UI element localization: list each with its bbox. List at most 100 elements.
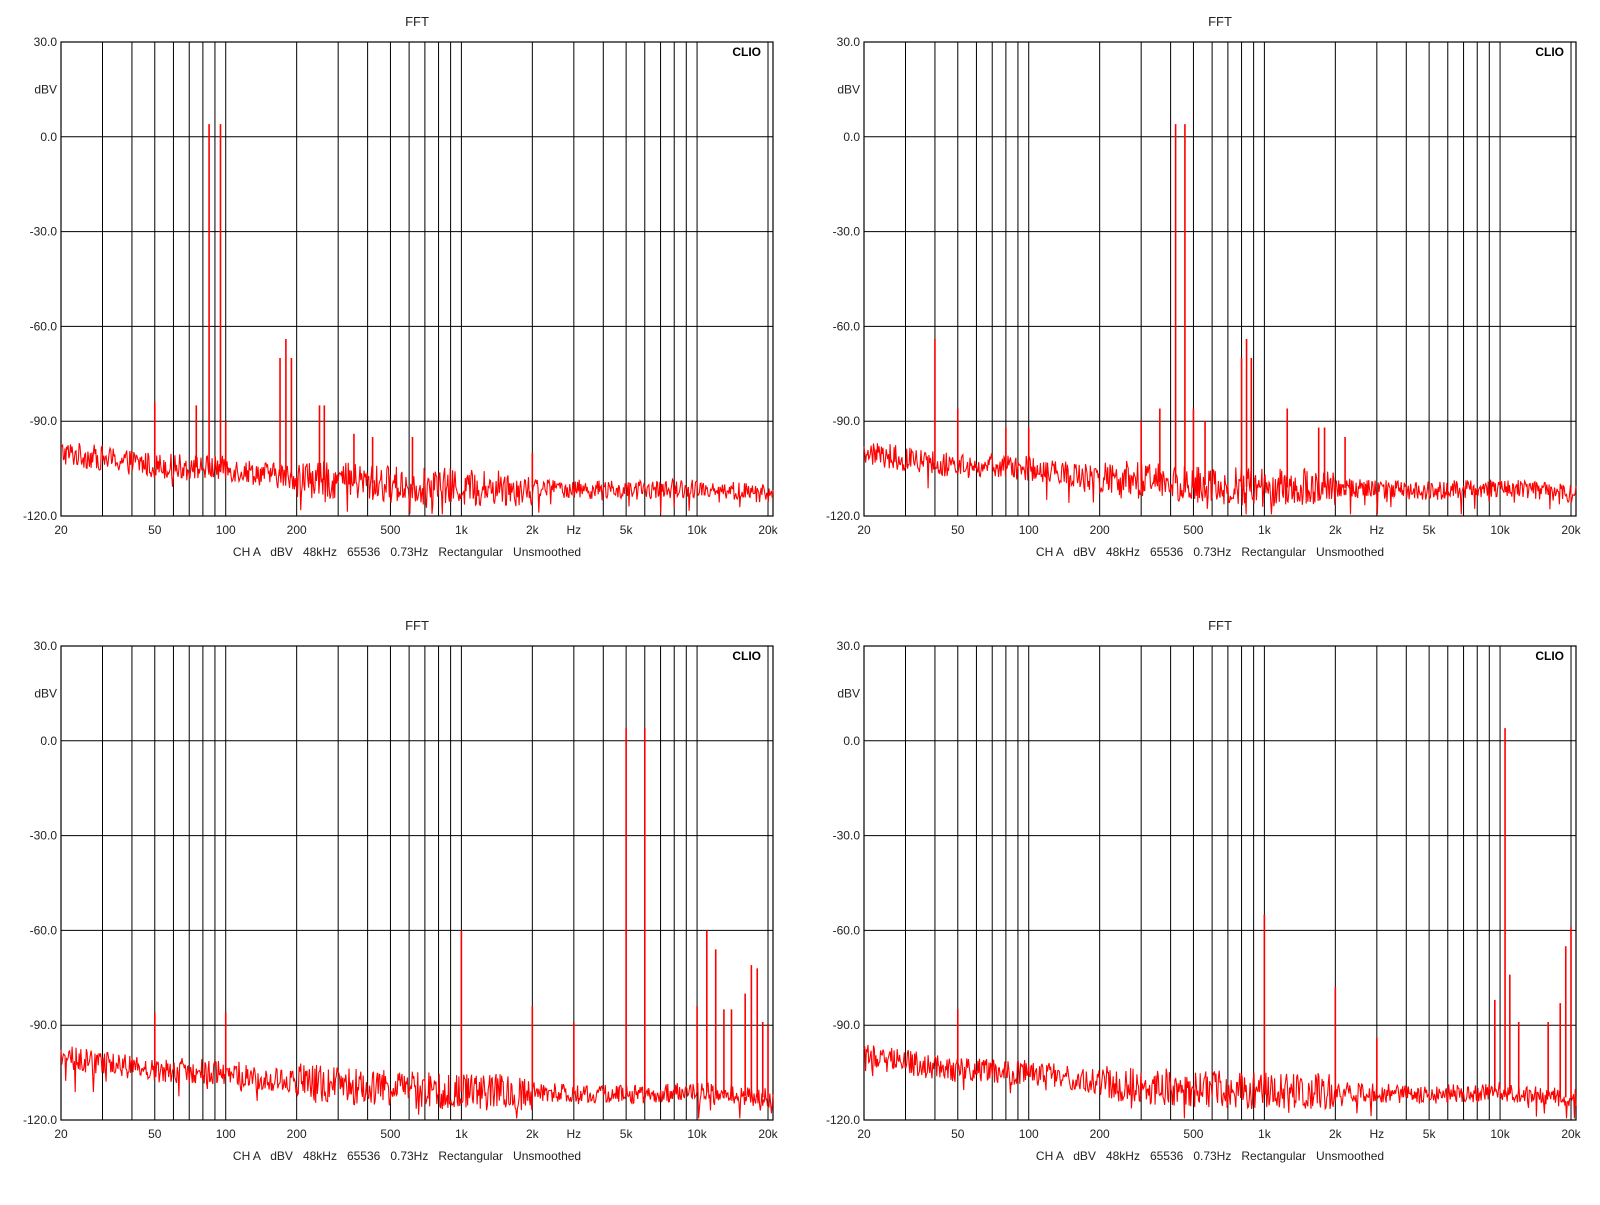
y-tick-label: 0.0 <box>843 130 860 144</box>
x-tick-label: 500 <box>1183 1127 1203 1141</box>
chart-title: FFT <box>405 14 429 29</box>
y-tick-label: -120.0 <box>23 1113 57 1127</box>
measurement-info: CH A dBV 48kHz 65536 0.73Hz Rectangular … <box>233 1149 581 1163</box>
y-tick-label: -120.0 <box>826 1113 860 1127</box>
x-tick-label: 500 <box>380 1127 400 1141</box>
fft-panel-1: FFT 30.0 0.0 -30.0 -60.0 -90.0 -120.0 dBV 20 50 10… <box>23 14 779 559</box>
x-tick-label: 500 <box>1183 523 1203 537</box>
measurement-info: CH A dBV 48kHz 65536 0.73Hz Rectangular … <box>1036 1149 1384 1163</box>
x-tick-label: 1k <box>455 523 469 537</box>
x-tick-label: 1k <box>1258 1127 1272 1141</box>
x-tick-label: 20 <box>857 1127 871 1141</box>
x-axis-label: Hz <box>1370 1127 1385 1141</box>
y-tick-label: 0.0 <box>40 130 57 144</box>
y-axis-label: dBV <box>837 686 860 700</box>
fft-trace <box>60 1046 774 1119</box>
y-tick-label: 30.0 <box>34 639 58 653</box>
y-axis-label: dBV <box>34 686 57 700</box>
x-tick-label: 5k <box>1423 1127 1437 1141</box>
x-tick-label: 50 <box>148 1127 162 1141</box>
measurement-info: CH A dBV 48kHz 65536 0.73Hz Rectangular … <box>1036 545 1384 559</box>
x-axis-label: Hz <box>1370 523 1385 537</box>
x-tick-label: 1k <box>1258 523 1272 537</box>
fft-trace <box>863 1044 1577 1119</box>
x-tick-label: 10k <box>687 1127 707 1141</box>
fft-trace <box>863 443 1577 515</box>
plot-frame <box>60 41 774 517</box>
x-tick-label: 20k <box>1561 523 1581 537</box>
x-tick-label: 10k <box>1490 523 1510 537</box>
grid-lines <box>864 42 1576 516</box>
y-tick-label: -120.0 <box>23 509 57 523</box>
clio-brand-logo: CLIO <box>732 45 761 59</box>
x-tick-label: 2k <box>1329 1127 1343 1141</box>
clio-brand-logo: CLIO <box>732 649 761 663</box>
y-tick-label: -60.0 <box>30 923 58 937</box>
x-tick-label: 10k <box>1490 1127 1510 1141</box>
x-tick-label: 2k <box>526 1127 540 1141</box>
y-tick-label: -90.0 <box>30 414 58 428</box>
x-tick-label: 20 <box>54 1127 68 1141</box>
x-tick-label: 2k <box>526 523 540 537</box>
x-tick-label: 20k <box>758 523 778 537</box>
y-tick-label: -60.0 <box>833 923 861 937</box>
x-tick-label: 50 <box>951 523 965 537</box>
y-tick-label: 0.0 <box>40 734 57 748</box>
spectral-peaks <box>153 124 534 488</box>
measurement-info: CH A dBV 48kHz 65536 0.73Hz Rectangular … <box>233 545 581 559</box>
plot-frame <box>60 645 774 1121</box>
fft-panel-4: FFT 30.0 0.0 -30.0 -60.0 -90.0 -120.0 dBV 20 50 10… <box>826 618 1582 1163</box>
x-tick-label: 200 <box>1090 1127 1110 1141</box>
x-tick-label: 100 <box>1019 1127 1039 1141</box>
chart-title: FFT <box>405 618 429 633</box>
x-tick-label: 100 <box>216 1127 236 1141</box>
plot-frame <box>863 41 1577 517</box>
x-tick-label: 10k <box>687 523 707 537</box>
x-tick-label: 20k <box>1561 1127 1581 1141</box>
fft-panel-2: FFT 30.0 0.0 -30.0 -60.0 -90.0 -120.0 dBV 20 50 10… <box>826 14 1582 559</box>
y-tick-label: 30.0 <box>837 35 861 49</box>
x-tick-label: 2k <box>1329 523 1343 537</box>
x-tick-label: 5k <box>1423 523 1437 537</box>
x-tick-label: 50 <box>951 1127 965 1141</box>
clio-brand-logo: CLIO <box>1535 45 1564 59</box>
plot-frame <box>863 645 1577 1121</box>
spectral-peaks <box>956 728 1572 1098</box>
y-tick-label: -30.0 <box>833 829 861 843</box>
chart-title: FFT <box>1208 14 1232 29</box>
y-axis-label: dBV <box>34 82 57 96</box>
x-tick-label: 20 <box>857 523 871 537</box>
clio-brand-logo: CLIO <box>1535 649 1564 663</box>
x-tick-label: 5k <box>620 1127 634 1141</box>
y-axis-label: dBV <box>837 82 860 96</box>
chart-title: FFT <box>1208 618 1232 633</box>
x-tick-label: 100 <box>216 523 236 537</box>
spectral-peaks <box>153 728 769 1098</box>
y-tick-label: -60.0 <box>833 319 861 333</box>
y-tick-label: -30.0 <box>30 225 58 239</box>
spectral-peaks <box>934 124 1346 488</box>
y-tick-label: -90.0 <box>833 1018 861 1032</box>
x-tick-label: 20 <box>54 523 68 537</box>
fft-panel-3: FFT 30.0 0.0 -30.0 -60.0 -90.0 -120.0 dBV 20 50 10… <box>23 618 779 1163</box>
fft-trace <box>60 442 774 515</box>
x-tick-label: 200 <box>287 523 307 537</box>
x-tick-label: 50 <box>148 523 162 537</box>
y-tick-label: -30.0 <box>833 225 861 239</box>
x-axis-label: Hz <box>567 523 582 537</box>
x-tick-label: 20k <box>758 1127 778 1141</box>
y-tick-label: -60.0 <box>30 319 58 333</box>
y-tick-label: 0.0 <box>843 734 860 748</box>
x-axis-label: Hz <box>567 1127 582 1141</box>
grid-lines <box>61 42 773 516</box>
y-tick-label: -90.0 <box>30 1018 58 1032</box>
x-tick-label: 5k <box>620 523 634 537</box>
y-tick-label: 30.0 <box>34 35 58 49</box>
y-tick-label: -90.0 <box>833 414 861 428</box>
y-tick-label: 30.0 <box>837 639 861 653</box>
x-tick-label: 500 <box>380 523 400 537</box>
y-tick-label: -120.0 <box>826 509 860 523</box>
x-tick-label: 100 <box>1019 523 1039 537</box>
